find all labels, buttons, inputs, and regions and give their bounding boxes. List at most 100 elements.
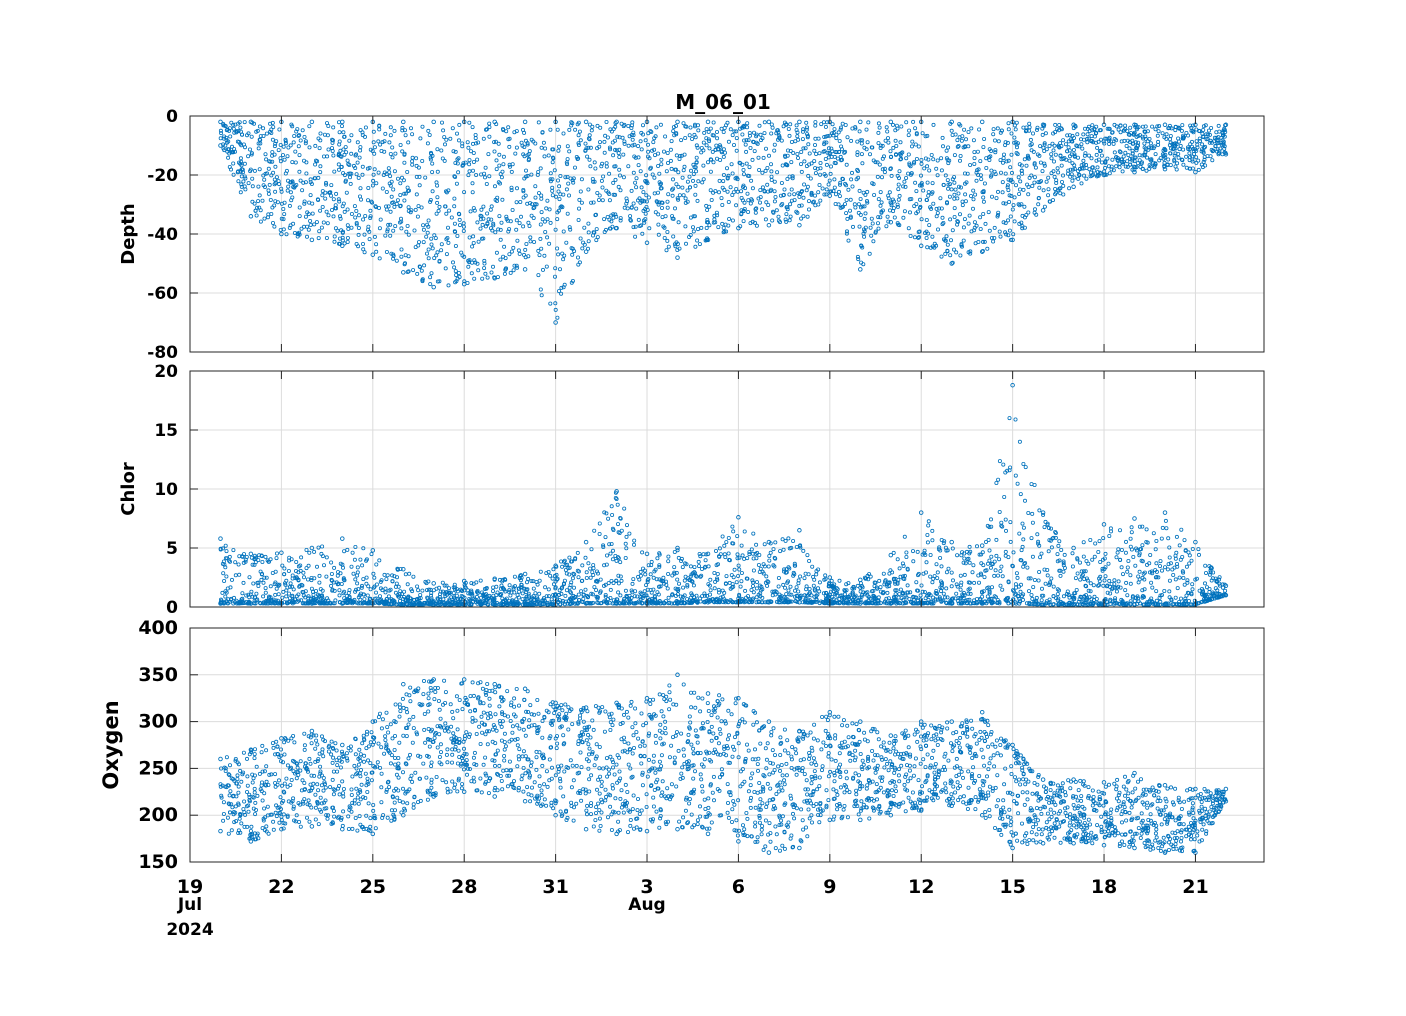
data-point [346,162,351,167]
data-point [413,207,418,212]
data-point [573,165,578,170]
data-point [340,235,345,240]
data-point [243,176,248,181]
data-point [282,212,287,217]
data-point [323,180,328,185]
data-point [256,199,261,204]
data-point [576,141,581,146]
data-point [368,214,373,219]
data-point [283,141,288,146]
data-point [371,140,376,145]
data-point [434,211,439,216]
data-point [565,144,570,149]
data-point [300,188,305,193]
data-point [481,136,486,141]
data-point [577,129,582,134]
data-point [387,181,392,186]
data-point [394,201,399,206]
data-point [231,161,236,166]
data-point [399,226,404,231]
data-point [274,175,279,180]
data-point [544,206,549,211]
data-point [441,128,446,133]
data-point [285,188,290,193]
data-point [516,248,521,253]
data-point [232,149,237,154]
data-point [420,279,425,284]
data-point [506,229,511,234]
data-point [228,167,233,172]
data-point [381,172,386,177]
data-point [556,189,561,194]
data-point [301,180,306,185]
data-point [249,134,254,139]
data-point [401,178,406,183]
data-point [576,255,581,260]
data-point [229,150,234,155]
data-point [450,260,455,265]
data-point [423,175,428,180]
data-point [395,176,400,181]
data-point [452,196,457,201]
data-point [539,210,544,215]
data-point [507,227,512,232]
data-point [412,228,417,233]
data-point [545,217,550,222]
data-point [357,155,362,160]
data-point [607,217,612,222]
data-point [336,241,341,246]
data-point [500,197,505,202]
data-point [351,163,356,168]
data-point [543,229,548,234]
data-point [270,150,275,155]
data-point [558,192,563,197]
data-point [298,138,303,143]
data-point [386,166,391,171]
data-point [325,133,330,138]
data-point [399,219,404,224]
data-point [456,170,461,175]
data-point [484,181,489,186]
data-point [591,179,596,184]
data-point [578,189,583,194]
data-point [518,199,523,204]
data-point [340,238,345,243]
data-point [443,266,448,271]
data-point [485,211,490,216]
data-point [528,239,533,244]
data-point [305,210,310,215]
data-point [379,148,384,153]
data-point [561,285,566,290]
data-point [385,227,390,232]
data-point [576,217,581,222]
y-tick-label: 0 [166,107,178,127]
data-point [567,225,572,230]
data-point [592,179,597,184]
data-point [639,185,644,190]
data-point [281,227,286,232]
data-point [447,208,452,213]
data-point [317,229,322,234]
series-points [218,119,1229,325]
data-point [610,224,615,229]
data-point [395,198,400,203]
data-point [450,126,455,131]
data-point [241,179,246,184]
data-point [402,160,407,165]
data-point [565,174,570,179]
data-point [452,229,457,234]
data-point [297,133,302,138]
data-point [598,140,603,145]
data-point [238,125,243,130]
data-point [278,159,283,164]
data-point [490,264,495,269]
data-point [271,170,276,175]
data-point [585,154,590,159]
data-point [556,178,561,183]
data-point [264,131,269,136]
data-point [481,204,486,209]
data-point [642,220,647,225]
data-point [624,201,629,206]
data-point [356,225,361,230]
data-point [541,140,546,145]
